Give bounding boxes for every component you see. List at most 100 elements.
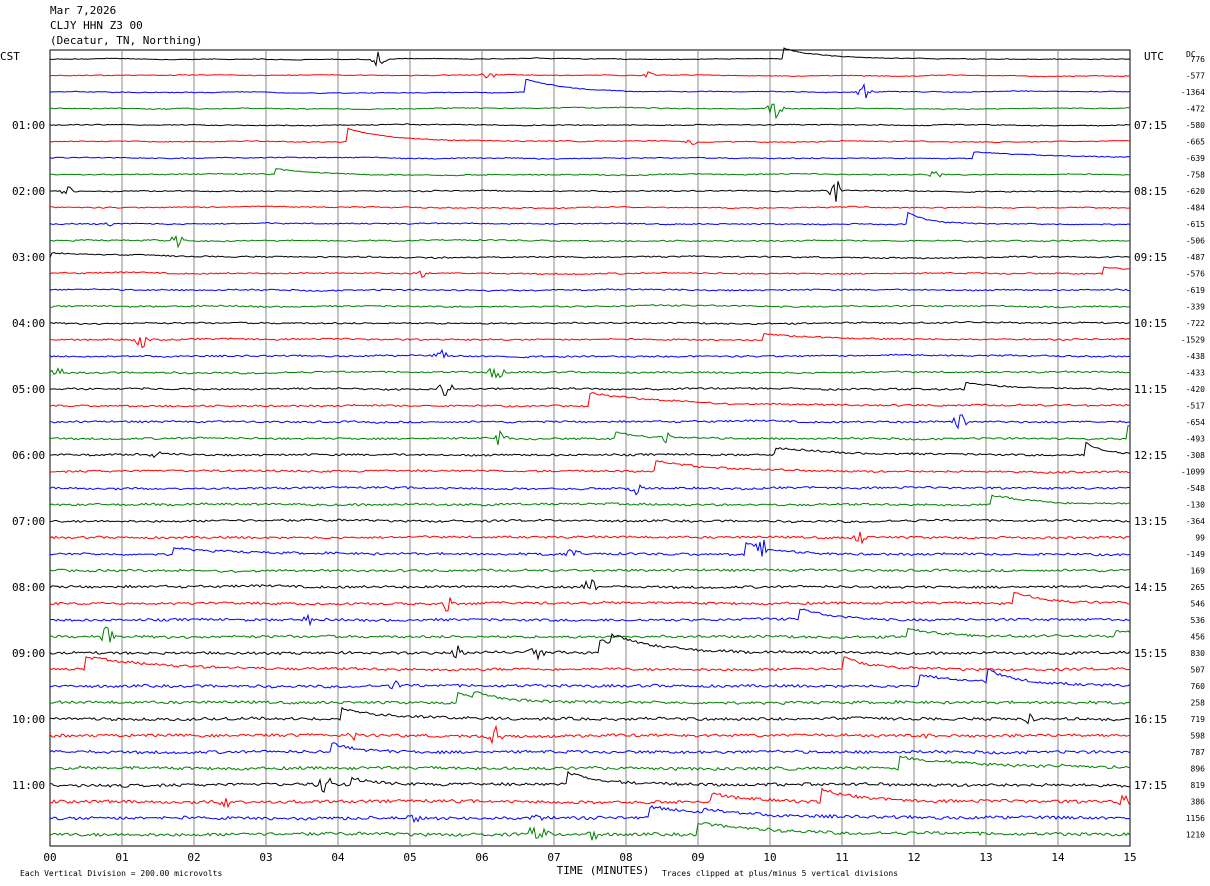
dc-offset-value: 830 bbox=[1191, 649, 1206, 658]
dc-offset-value: 719 bbox=[1191, 715, 1206, 724]
location-label: (Decatur, TN, Northing) bbox=[50, 34, 203, 47]
cst-hour-label: 02:00 bbox=[12, 185, 45, 198]
plot-frame bbox=[49, 49, 1131, 847]
trace-line bbox=[49, 822, 1131, 841]
dc-offset-value: 760 bbox=[1191, 682, 1206, 691]
dc-offset-value: 896 bbox=[1191, 765, 1206, 774]
dc-offset-value: 546 bbox=[1191, 600, 1206, 609]
x-tick-label: 06 bbox=[475, 851, 488, 864]
utc-hour-label: 09:15 bbox=[1134, 251, 1167, 264]
x-tick-label: 15 bbox=[1123, 851, 1136, 864]
trace-line bbox=[49, 755, 1131, 771]
trace-line bbox=[49, 787, 1131, 809]
trace-line bbox=[49, 668, 1131, 690]
utc-hour-label: 16:15 bbox=[1134, 713, 1167, 726]
dc-offset-value: 456 bbox=[1191, 633, 1206, 642]
trace-line bbox=[49, 494, 1131, 507]
trace-line bbox=[49, 127, 1131, 145]
trace-line bbox=[49, 770, 1130, 793]
dc-offset-value: 1210 bbox=[1186, 831, 1205, 840]
station-label: CLJY HHN Z3 00 bbox=[50, 19, 143, 32]
trace-line bbox=[49, 251, 1131, 260]
trace-line bbox=[49, 78, 1131, 99]
dc-offset-value: -639 bbox=[1186, 154, 1205, 163]
x-tick-label: 01 bbox=[115, 851, 128, 864]
x-tick-label: 07 bbox=[547, 851, 560, 864]
dc-offset-value: -577 bbox=[1186, 72, 1205, 81]
trace-line bbox=[49, 591, 1131, 612]
trace-line bbox=[49, 205, 1131, 210]
cst-hour-label: 09:00 bbox=[12, 647, 45, 660]
cst-hour-label: 05:00 bbox=[12, 383, 45, 396]
trace-line bbox=[49, 626, 1131, 643]
trace-line bbox=[49, 123, 1131, 127]
x-tick-label: 05 bbox=[403, 851, 416, 864]
trace-line bbox=[49, 691, 1131, 706]
dc-offset-value: -1364 bbox=[1181, 88, 1205, 97]
axis-labels: CST UTC DC 01:00 02:00 03:00 04:00 05:00 06:00 07… bbox=[0, 50, 1205, 878]
cst-hour-label: 03:00 bbox=[12, 251, 45, 264]
x-tick-label: 00 bbox=[43, 851, 56, 864]
trace-line bbox=[49, 304, 1131, 309]
utc-hour-label: 07:15 bbox=[1134, 119, 1167, 132]
trace-line bbox=[49, 805, 1131, 824]
seismic-traces bbox=[49, 47, 1131, 841]
trace-line bbox=[49, 724, 1131, 745]
dc-offset-value: -654 bbox=[1186, 418, 1205, 427]
trace-line bbox=[49, 392, 1131, 408]
trace-line bbox=[49, 531, 1131, 545]
trace-line bbox=[49, 742, 1131, 755]
dc-offset-value: -580 bbox=[1186, 121, 1205, 130]
dc-offset-value: -722 bbox=[1186, 319, 1205, 328]
dc-offset-value: -1099 bbox=[1181, 468, 1205, 477]
trace-line bbox=[49, 266, 1131, 278]
dc-offset-value: 265 bbox=[1191, 583, 1206, 592]
dc-offset-value: -130 bbox=[1186, 501, 1205, 510]
clip-note: Traces clipped at plus/minus 5 vertical … bbox=[662, 869, 898, 878]
trace-line bbox=[49, 333, 1131, 349]
dc-offset-value: -364 bbox=[1186, 517, 1205, 526]
dc-offset-value: 787 bbox=[1191, 748, 1206, 757]
trace-line bbox=[49, 381, 1131, 396]
x-tick-label: 08 bbox=[619, 851, 632, 864]
x-tick-label: 13 bbox=[979, 851, 992, 864]
x-tick-label: 09 bbox=[691, 851, 704, 864]
x-tick-label: 12 bbox=[907, 851, 920, 864]
trace-line bbox=[49, 460, 1131, 474]
trace-line bbox=[49, 47, 1131, 68]
trace-line bbox=[49, 320, 1131, 326]
trace-line bbox=[49, 425, 1130, 446]
trace-line bbox=[49, 151, 1131, 160]
dc-offset-value: 536 bbox=[1191, 616, 1206, 625]
utc-hour-label: 12:15 bbox=[1134, 449, 1167, 462]
dc-offset-value: 1156 bbox=[1186, 814, 1205, 823]
dc-offset-value: -620 bbox=[1186, 187, 1205, 196]
cst-hour-label: 01:00 bbox=[12, 119, 45, 132]
trace-line bbox=[49, 633, 1131, 661]
utc-hour-label: 14:15 bbox=[1134, 581, 1167, 594]
x-tick-label: 02 bbox=[187, 851, 200, 864]
dc-offset-value: -484 bbox=[1186, 204, 1205, 213]
dc-offset-value: -506 bbox=[1186, 237, 1205, 246]
trace-line bbox=[49, 288, 1131, 292]
chart-grid bbox=[49, 49, 1131, 847]
x-tick-label: 03 bbox=[259, 851, 272, 864]
dc-offset-value: 598 bbox=[1191, 732, 1206, 741]
trace-line bbox=[49, 367, 1130, 379]
dc-offset-value: -548 bbox=[1186, 484, 1205, 493]
x-tick-label: 14 bbox=[1051, 851, 1065, 864]
cst-hour-label: 04:00 bbox=[12, 317, 45, 330]
cst-hour-label: 07:00 bbox=[12, 515, 45, 528]
utc-hour-label: 11:15 bbox=[1134, 383, 1167, 396]
dc-offset-value: -665 bbox=[1186, 138, 1205, 147]
dc-offset-value: 819 bbox=[1191, 781, 1206, 790]
utc-hour-label: 13:15 bbox=[1134, 515, 1167, 528]
trace-line bbox=[49, 568, 1131, 573]
trace-line bbox=[49, 656, 1131, 672]
dc-label: DC bbox=[1186, 50, 1196, 59]
dc-offset-value: 386 bbox=[1191, 798, 1206, 807]
dc-offset-value: 169 bbox=[1191, 567, 1206, 576]
utc-axis-label: UTC bbox=[1144, 50, 1164, 63]
trace-line bbox=[49, 608, 1131, 627]
